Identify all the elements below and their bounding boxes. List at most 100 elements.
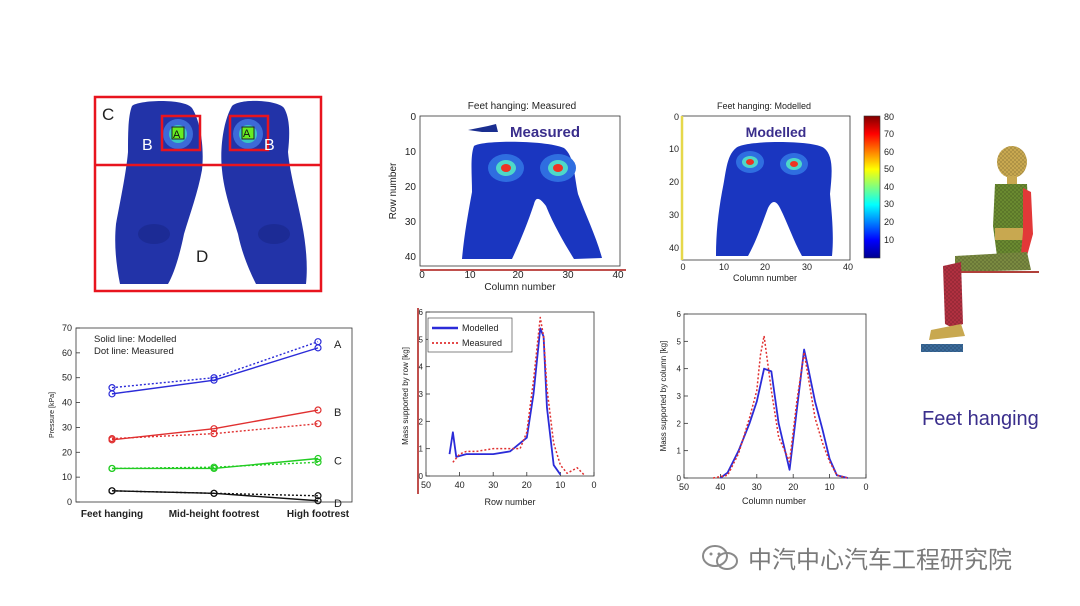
x-tick-label: 20 <box>512 270 524 281</box>
y-tick-label: 30 <box>405 217 417 228</box>
y-tick-label: 40 <box>62 398 72 408</box>
colorbar-tick-label: 10 <box>884 235 894 245</box>
contour-measured-xlabel: Column number <box>484 282 556 293</box>
colorbar-ticks: 80 70 60 50 40 30 20 10 <box>884 112 894 245</box>
colorbar-tick-label: 30 <box>884 199 894 209</box>
data-point <box>314 406 322 414</box>
y-tick-label: 70 <box>62 323 72 333</box>
y-tick-label: 6 <box>419 308 424 317</box>
x-tick-label: Feet hanging <box>81 509 143 520</box>
data-point <box>314 458 322 466</box>
pressure-legend-solid: Solid line: Modelled <box>94 334 176 345</box>
foot-shade <box>138 224 170 244</box>
y-tick-label: 10 <box>405 147 417 158</box>
arm-shape <box>1021 188 1033 256</box>
y-tick-label: 10 <box>62 472 72 482</box>
series-line <box>111 409 319 441</box>
colorbar-tick-label: 50 <box>884 164 894 174</box>
region-label-b-right: B <box>264 137 275 154</box>
mass-by-row-xlabel: Row number <box>484 497 535 507</box>
contour-measured-figure: Feet hanging: Measured Measured 0 10 20 … <box>388 101 626 293</box>
y-tick-label: 6 <box>677 310 682 319</box>
mass-by-row-chart: 50 40 30 20 10 0 0 1 2 3 4 5 6 Row number Mass supp… <box>401 308 597 507</box>
x-tick-label: 20 <box>788 482 798 492</box>
measured-hotspot-right <box>553 164 563 172</box>
x-tick-label: 20 <box>522 480 532 490</box>
x-tick-label: 0 <box>680 262 685 272</box>
region-a-right-frame <box>241 126 255 140</box>
data-point <box>314 497 322 505</box>
y-tick-label: 30 <box>669 210 679 220</box>
y-tick-label: 5 <box>677 337 682 346</box>
data-point <box>314 492 322 500</box>
colorbar-tick-label: 70 <box>884 129 894 139</box>
data-point <box>108 384 116 392</box>
data-point <box>210 425 218 433</box>
region-label-d: D <box>196 247 208 266</box>
x-tick-label: High footrest <box>287 509 350 520</box>
waist-band <box>995 228 1027 240</box>
watermark-text: 中汽中心汽车工程研究院 <box>748 546 1012 574</box>
mass-by-column-xlabel: Column number <box>742 496 806 506</box>
x-tick-label: Mid-height footrest <box>169 509 260 520</box>
y-tick-label: 3 <box>419 390 424 399</box>
pressure-yticks: 0 10 20 30 40 50 60 70 <box>62 323 80 507</box>
legend-label-measured: Measured <box>462 338 502 348</box>
region-b-right-frame <box>228 114 270 152</box>
x-tick-label: 0 <box>591 480 596 490</box>
data-point <box>210 376 218 384</box>
x-tick-label: 10 <box>555 480 565 490</box>
x-tick-label: 40 <box>715 482 725 492</box>
y-tick-label: 0 <box>410 112 416 123</box>
human-model-figure <box>921 146 1039 352</box>
neck-shape <box>1007 176 1017 184</box>
pressure-chart-axes <box>75 327 353 503</box>
modelled-hotspot-left <box>746 159 754 165</box>
y-tick-label: 10 <box>669 144 679 154</box>
hotspot-left-core <box>172 127 184 139</box>
x-tick-label: 30 <box>488 480 498 490</box>
colorbar-tick-label: 40 <box>884 182 894 192</box>
colorbar-tick-label: 80 <box>884 112 894 122</box>
measured-artifact <box>468 124 498 132</box>
x-tick-label: 30 <box>752 482 762 492</box>
y-tick-label: 0 <box>419 472 424 481</box>
y-tick-label: 1 <box>419 445 424 454</box>
region-c-frame <box>93 95 323 293</box>
x-tick-label: 40 <box>455 480 465 490</box>
y-tick-label: 20 <box>62 447 72 457</box>
data-point <box>210 489 218 497</box>
y-tick-label: 30 <box>62 422 72 432</box>
x-tick-label: 50 <box>679 482 689 492</box>
data-point <box>108 464 116 473</box>
data-point <box>210 374 218 382</box>
foot-shape <box>929 324 965 340</box>
x-tick-label: 10 <box>464 270 476 281</box>
contour-measured-yticks: 0 10 20 30 40 <box>405 112 417 263</box>
y-tick-label: 20 <box>405 182 417 193</box>
region-label-b-left: B <box>142 137 153 154</box>
legend-box <box>427 317 513 353</box>
x-tick-label: 30 <box>802 262 812 272</box>
series-line-modelled <box>719 348 849 479</box>
x-tick-label: 50 <box>421 480 431 490</box>
series-line-measured <box>452 316 585 476</box>
y-tick-label: 0 <box>674 112 679 122</box>
region-label-a-left: A <box>173 129 181 141</box>
x-tick-label: 30 <box>562 270 574 281</box>
y-tick-label: 2 <box>419 417 424 426</box>
y-tick-label: 1 <box>677 447 682 456</box>
pressure-series <box>108 338 322 505</box>
colorbar-tick-label: 20 <box>884 217 894 227</box>
series-line-modelled <box>448 327 562 476</box>
contour-measured-xticks: 0 10 20 30 40 <box>419 270 624 281</box>
pressure-series-labels: A B C D <box>334 339 342 510</box>
y-tick-label: 0 <box>677 474 682 483</box>
foot-shade <box>258 224 290 244</box>
series-label: A <box>334 339 342 351</box>
watermark: 中汽中心汽车工程研究院 <box>700 540 1012 575</box>
contour-modelled-overlay: Modelled <box>746 124 807 140</box>
x-tick-label: 20 <box>760 262 770 272</box>
y-tick-label: 5 <box>419 335 424 344</box>
data-point <box>210 463 218 471</box>
